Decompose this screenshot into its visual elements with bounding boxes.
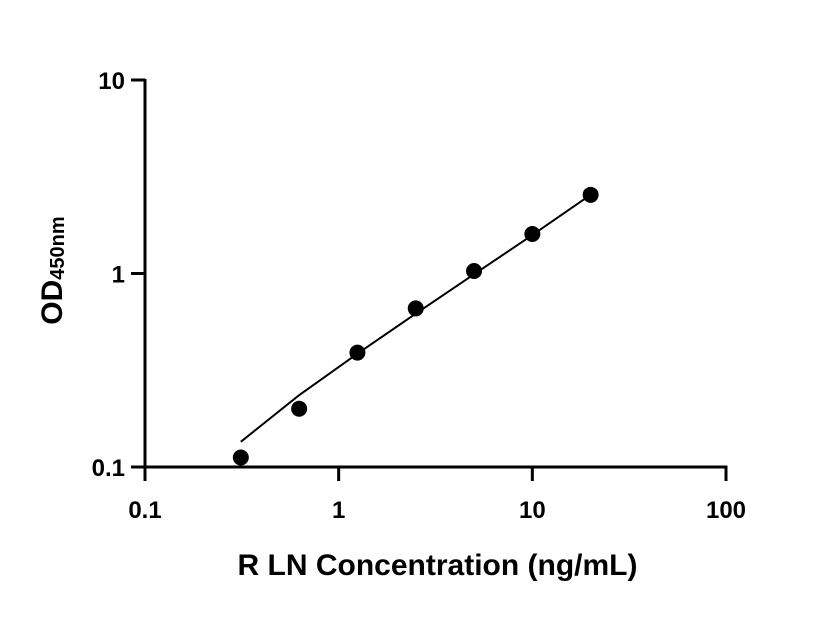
x-tick-label: 100	[706, 497, 746, 524]
y-tick-label: 10	[98, 68, 125, 95]
x-tick-label: 1	[332, 497, 345, 524]
data-point	[232, 449, 249, 466]
y-axis-title: OD450nm	[36, 216, 69, 324]
y-ticks-layer: 0.1 1 10	[92, 68, 145, 482]
data-point	[582, 186, 599, 203]
x-ticks-layer: 0.1 1 10 100	[128, 467, 746, 524]
data-point	[466, 263, 483, 280]
axes-layer	[143, 79, 728, 469]
x-axis-title: R LN Concentration (ng/mL)	[238, 549, 638, 582]
y-tick-label: 1	[112, 262, 125, 289]
data-point	[349, 344, 366, 361]
y-axis-title-main: OD	[36, 280, 69, 325]
data-point	[407, 300, 424, 317]
data-point	[291, 400, 308, 417]
data-point	[524, 226, 541, 243]
data-points-layer	[232, 186, 599, 466]
y-tick-label: 0.1	[92, 455, 125, 482]
y-axis-title-subscript: 450nm	[47, 216, 69, 279]
x-tick-label: 10	[519, 497, 546, 524]
x-tick-label: 0.1	[128, 497, 161, 524]
